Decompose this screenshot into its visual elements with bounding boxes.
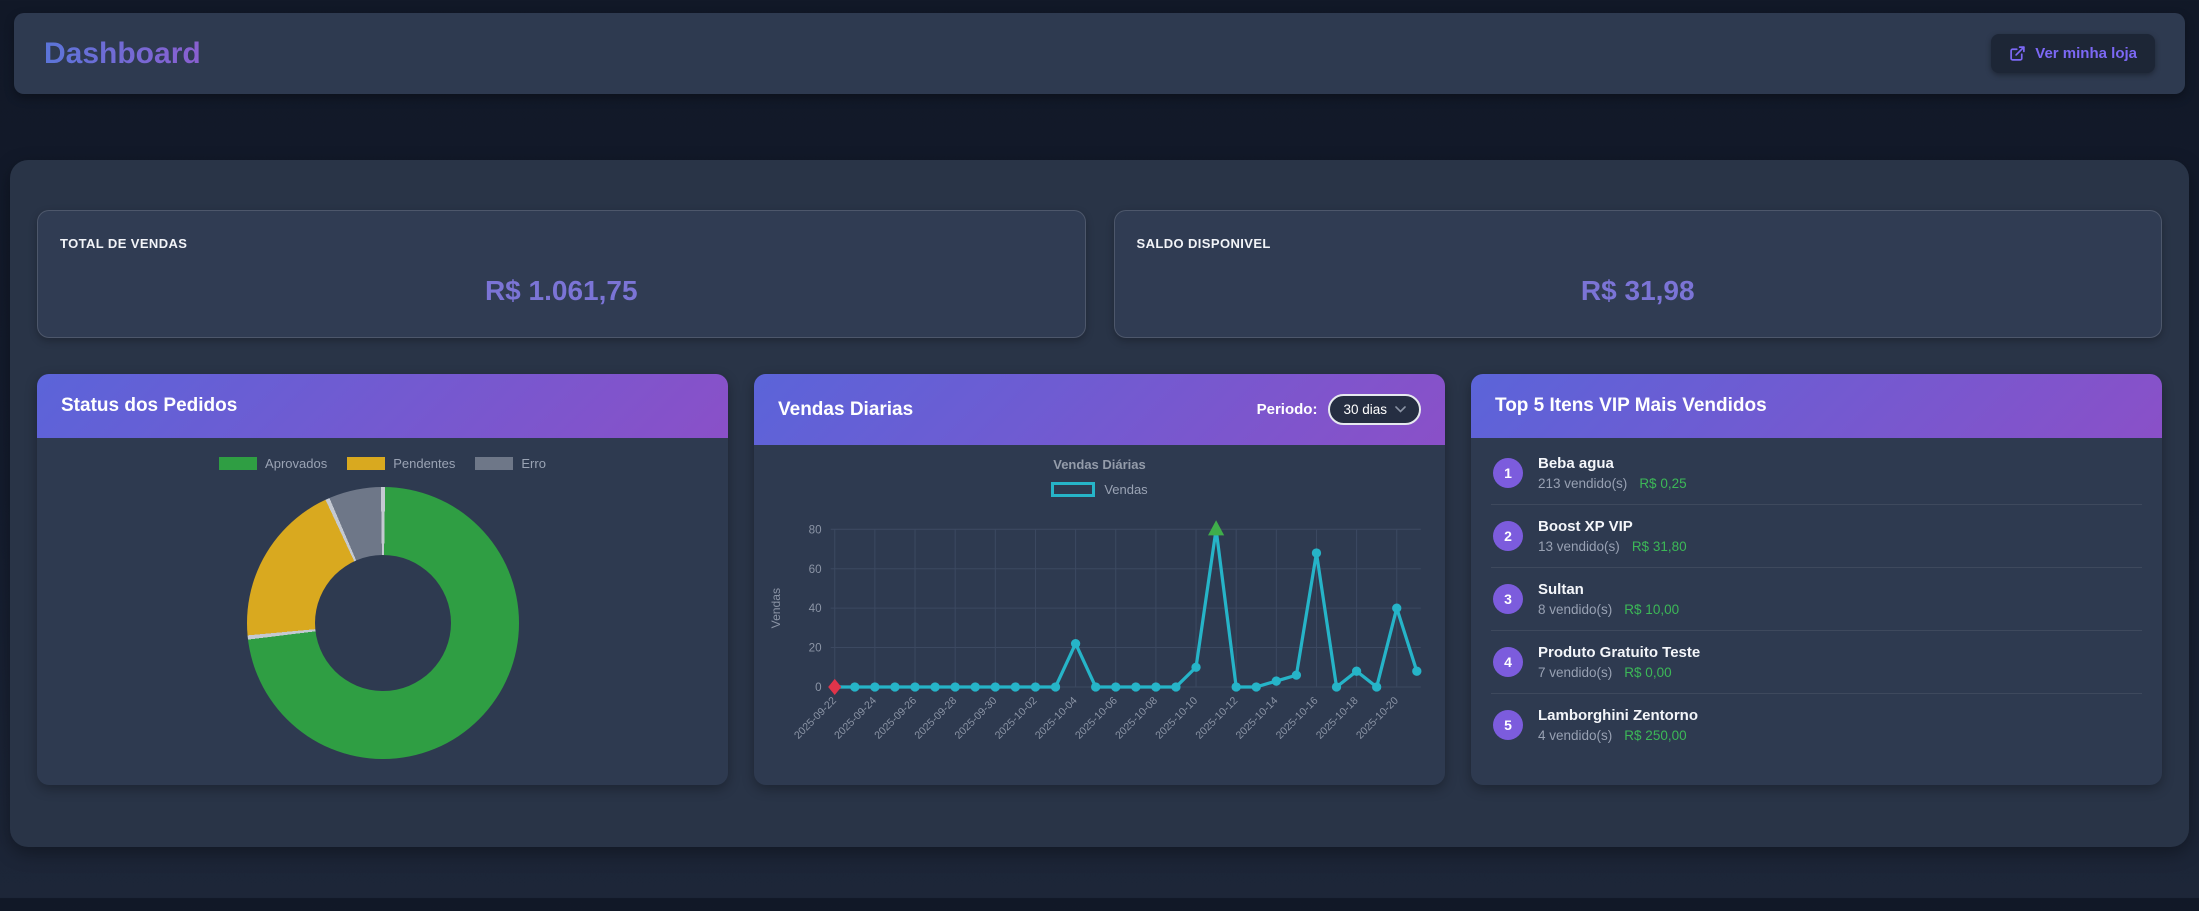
sales-chart-title: Vendas Diárias [1053,457,1146,472]
item-price: R$ 0,00 [1624,665,1672,680]
item-name: Sultan [1538,581,1584,598]
svg-text:20: 20 [809,642,822,655]
item-sold-count: 213 vendido(s) [1538,476,1628,491]
donut-hole [314,555,451,691]
legend-item-vendas[interactable]: Vendas [766,482,1433,497]
item-sold-count: 13 vendido(s) [1538,539,1620,554]
legend-swatch-erro [475,457,514,470]
dashboard-page: { "header": { "title": "Dashboard", "sto… [0,13,2199,911]
orders-donut-chart [246,487,519,759]
list-item: 1 Beba agua 213 vendido(s) R$ 0,25 [1491,442,2142,504]
item-name: Beba agua [1538,455,1614,472]
legend-item-pendentes[interactable]: Pendentes [347,456,455,471]
stat-card-saldo-disponivel: SALDO DISPONIVEL R$ 31,98 [1113,210,2162,338]
top-items-list: 1 Beba agua 213 vendido(s) R$ 0,25 2 Boos… [1471,438,2162,785]
period-label: Periodo: [1256,401,1318,418]
item-sold-count: 4 vendido(s) [1538,728,1613,743]
svg-text:Vendas: Vendas [769,588,783,628]
chevron-down-icon [1395,406,1406,413]
sales-panel-header: Vendas Diarias Periodo: 30 dias [754,374,1445,445]
external-link-icon [2009,45,2026,62]
orders-panel-header: Status dos Pedidos [37,374,728,438]
svg-text:2025-09-28: 2025-09-28 [912,695,959,742]
legend-label: Erro [521,456,546,471]
legend-swatch-aprovados [219,457,258,470]
sales-panel-title: Vendas Diarias [778,398,914,420]
svg-text:2025-09-26: 2025-09-26 [872,695,919,742]
header-bar: Dashboard Ver minha loja [14,13,2185,94]
stat-value: R$ 1.061,75 [484,275,638,306]
rank-badge: 2 [1493,521,1523,551]
rank-badge: 4 [1493,647,1523,677]
svg-text:2025-09-30: 2025-09-30 [953,695,1000,742]
orders-panel-body: Aprovados Pendentes Erro [37,438,728,785]
period-select[interactable]: 30 dias [1328,394,1421,425]
list-item: 4 Produto Gratuito Teste 7 vendido(s) R$ … [1491,630,2142,693]
svg-text:2025-10-18: 2025-10-18 [1314,695,1361,742]
period-control: Periodo: 30 dias [1257,394,1421,425]
legend-swatch-vendas [1051,482,1096,497]
stat-label: SALDO DISPONIVEL [1136,236,1271,251]
daily-sales-panel: Vendas Diarias Periodo: 30 dias Vendas D… [754,374,1445,785]
period-select-value: 30 dias [1343,402,1387,417]
item-price: R$ 250,00 [1624,728,1687,743]
top-items-panel: Top 5 Itens VIP Mais Vendidos 1 Beba agu… [1471,374,2162,785]
svg-text:2025-10-08: 2025-10-08 [1113,695,1160,742]
item-sold-count: 8 vendido(s) [1538,602,1613,617]
list-item: 5 Lamborghini Zentorno 4 vendido(s) R$ 25… [1491,693,2142,756]
legend-swatch-pendentes [347,457,386,470]
svg-text:2025-10-04: 2025-10-04 [1033,695,1080,742]
rank-badge: 3 [1493,584,1523,614]
top-panel-title: Top 5 Itens VIP Mais Vendidos [1495,395,1767,416]
main-container: TOTAL DE VENDAS R$ 1.061,75 SALDO DISPON… [10,160,2189,847]
list-item: 3 Sultan 8 vendido(s) R$ 10,00 [1491,567,2142,630]
ver-minha-loja-button[interactable]: Ver minha loja [1991,34,2155,73]
svg-text:2025-10-16: 2025-10-16 [1274,695,1321,742]
svg-text:2025-10-12: 2025-10-12 [1193,695,1240,742]
stats-row: TOTAL DE VENDAS R$ 1.061,75 SALDO DISPON… [37,210,2162,338]
svg-text:2025-10-02: 2025-10-02 [993,695,1040,742]
legend-item-erro[interactable]: Erro [475,456,546,471]
sales-line-chart: 0204060802025-09-222025-09-242025-09-262… [769,520,1422,742]
item-price: R$ 10,00 [1624,602,1680,617]
svg-text:60: 60 [809,563,822,576]
item-name: Boost XP VIP [1538,518,1633,535]
legend-label: Vendas [1104,482,1148,497]
svg-text:80: 80 [809,523,822,536]
list-item: 2 Boost XP VIP 13 vendido(s) R$ 31,80 [1491,504,2142,567]
page-title: Dashboard [44,36,201,70]
item-name: Produto Gratuito Teste [1538,644,1701,661]
rank-badge: 1 [1493,458,1523,488]
svg-text:2025-09-22: 2025-09-22 [792,695,839,742]
item-name: Lamborghini Zentorno [1538,707,1698,724]
orders-status-panel: Status dos Pedidos Aprovados Pendentes E… [37,374,728,785]
legend-item-aprovados[interactable]: Aprovados [219,456,327,471]
panels-row: Status dos Pedidos Aprovados Pendentes E… [37,374,2162,785]
item-price: R$ 0,25 [1639,476,1687,491]
svg-text:2025-10-10: 2025-10-10 [1153,695,1200,742]
orders-panel-title: Status dos Pedidos [61,395,238,416]
legend-label: Aprovados [265,456,328,471]
legend-label: Pendentes [393,456,456,471]
sales-panel-body: Vendas Diárias Vendas 0 20 40 60 80 2025-09-2… [754,445,1445,785]
svg-text:2025-10-20: 2025-10-20 [1354,695,1401,742]
rank-badge: 5 [1493,710,1523,740]
stat-label: TOTAL DE VENDAS [60,236,188,251]
stat-value: R$ 31,98 [1580,275,1695,306]
svg-text:0: 0 [815,681,821,694]
svg-text:40: 40 [809,602,822,615]
svg-text:2025-10-06: 2025-10-06 [1073,695,1120,742]
svg-text:2025-10-14: 2025-10-14 [1234,695,1281,742]
svg-text:2025-09-24: 2025-09-24 [832,695,879,742]
top-panel-header: Top 5 Itens VIP Mais Vendidos [1471,374,2162,438]
donut-legend: Aprovados Pendentes Erro [53,456,712,471]
item-sold-count: 7 vendido(s) [1538,665,1613,680]
stat-card-total-vendas: TOTAL DE VENDAS R$ 1.061,75 [37,210,1086,338]
item-price: R$ 31,80 [1631,539,1687,554]
store-button-label: Ver minha loja [2035,45,2137,62]
